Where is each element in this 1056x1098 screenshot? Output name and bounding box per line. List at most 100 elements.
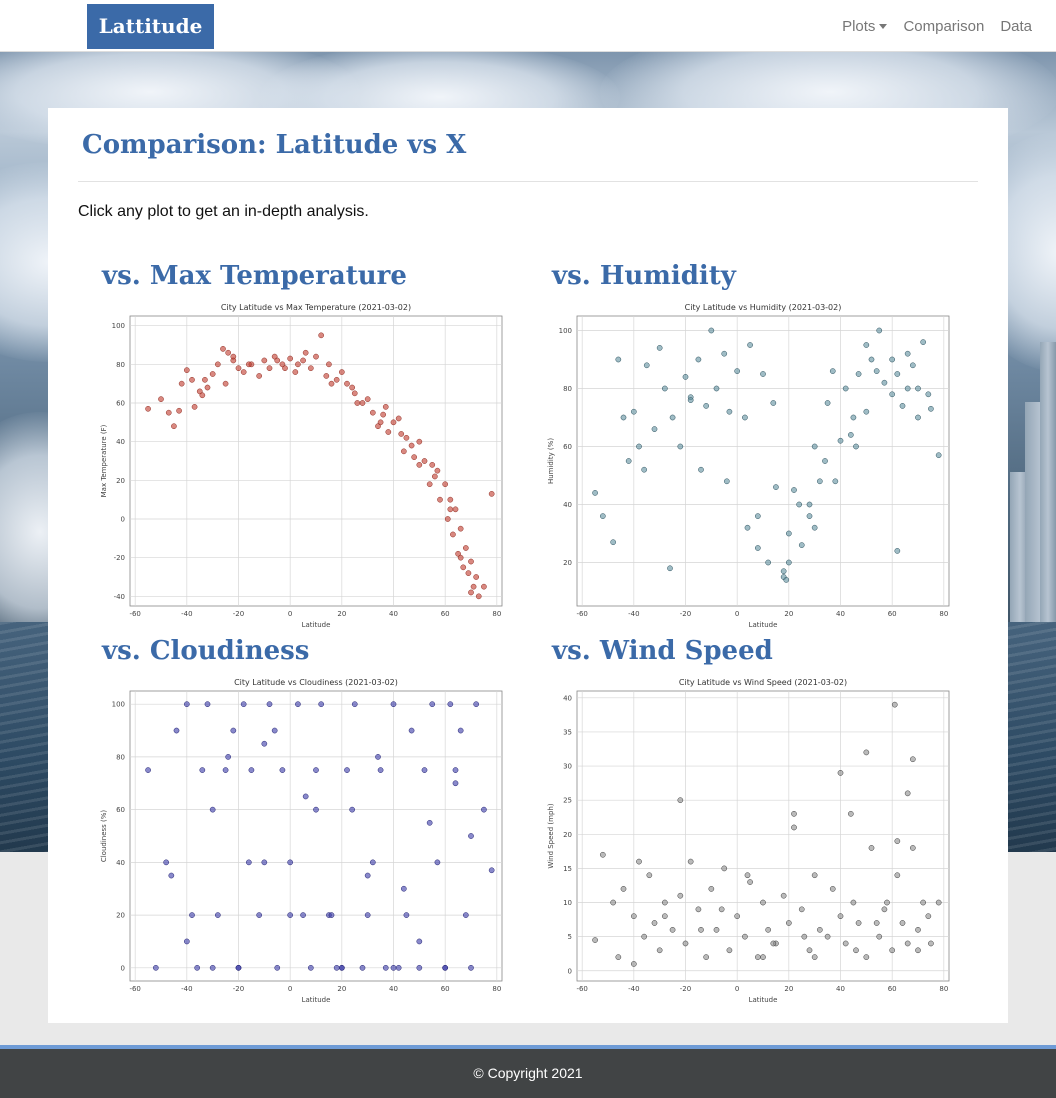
scatter-point xyxy=(599,851,606,858)
y-tick-label: 35 xyxy=(563,728,572,736)
y-tick-label: 25 xyxy=(563,797,572,805)
y-tick-label: 100 xyxy=(112,701,125,709)
scatter-point xyxy=(359,964,366,971)
x-tick-label: 0 xyxy=(288,985,292,993)
scatter-point xyxy=(855,371,862,377)
scatter-point xyxy=(271,727,278,734)
scatter-point xyxy=(452,780,459,787)
scatter-point xyxy=(344,767,350,773)
scatter-point xyxy=(426,819,433,826)
scatter-point xyxy=(656,345,663,351)
scatter-point xyxy=(721,865,728,872)
plot-area xyxy=(576,690,950,982)
y-axis-label: Max Temperature (F) xyxy=(100,424,108,497)
scatter-point xyxy=(798,906,805,913)
x-tick-label: 80 xyxy=(492,610,501,618)
nav-data-link[interactable]: Data xyxy=(1000,17,1032,35)
scatter-point xyxy=(411,454,418,460)
scatter-point xyxy=(842,940,849,947)
scatter-point xyxy=(824,400,831,406)
scatter-point xyxy=(204,701,211,708)
x-tick-label: 80 xyxy=(492,985,501,993)
scatter-point xyxy=(636,858,642,865)
scatter-point xyxy=(176,407,182,414)
scatter-point xyxy=(754,954,761,960)
scatter-point xyxy=(349,806,356,813)
scatter-point xyxy=(214,361,221,368)
scatter-point xyxy=(785,920,792,926)
y-tick-label: 20 xyxy=(116,912,125,920)
scatter-point xyxy=(925,913,932,920)
x-tick-label: -40 xyxy=(628,610,639,618)
scatter-point xyxy=(351,390,358,397)
scatter-point xyxy=(798,542,805,548)
scatter-point xyxy=(754,545,761,551)
scatter-point xyxy=(196,388,203,395)
scatter-point xyxy=(457,525,464,532)
nav-comparison-link[interactable]: Comparison xyxy=(903,17,985,35)
x-tick-label: 40 xyxy=(836,985,845,993)
nav-plots-dropdown[interactable]: Plots xyxy=(842,18,888,35)
x-tick-label: 0 xyxy=(735,610,739,618)
scatter-point xyxy=(599,513,606,519)
chart-humidity[interactable]: City Latitude vs Humidity (2021-03-02) -6… xyxy=(543,297,958,627)
scatter-point xyxy=(240,701,247,708)
chart-wind-speed[interactable]: City Latitude vs Wind Speed (2021-03-02)… xyxy=(543,672,958,1002)
scatter-point xyxy=(876,327,883,334)
scatter-point xyxy=(421,767,428,773)
scatter-point xyxy=(747,342,753,348)
scatter-point xyxy=(816,478,823,485)
scatter-point xyxy=(935,899,942,906)
y-tick-label: -40 xyxy=(114,593,125,601)
scatter-point xyxy=(873,920,880,926)
x-tick-label: 40 xyxy=(389,985,398,993)
scatter-point xyxy=(364,396,371,402)
scatter-point xyxy=(726,408,733,415)
scatter-point xyxy=(364,912,371,918)
scatter-point xyxy=(770,940,777,947)
scatter-point xyxy=(868,845,875,851)
scatter-point xyxy=(904,385,911,392)
chevron-down-icon xyxy=(879,24,888,30)
scatter-point xyxy=(460,564,467,571)
brand-logo[interactable]: Lattitude xyxy=(87,4,214,49)
y-tick-label: -20 xyxy=(114,554,125,562)
scatter-point xyxy=(641,466,648,473)
scatter-point xyxy=(457,554,464,561)
scatter-point xyxy=(214,912,221,918)
scatter-point xyxy=(202,376,208,383)
scatter-point xyxy=(625,458,632,464)
scatter-point xyxy=(240,369,247,375)
scatter-point xyxy=(935,452,942,459)
scatter-point xyxy=(806,513,813,519)
scatter-point xyxy=(847,432,854,438)
scatter-point xyxy=(881,379,888,386)
scatter-point xyxy=(811,443,818,450)
scatter-point xyxy=(785,559,792,566)
scatter-point xyxy=(816,926,823,933)
scatter-point xyxy=(447,701,454,708)
scatter-point xyxy=(791,487,797,493)
scatter-point xyxy=(904,940,911,947)
scatter-point xyxy=(747,879,753,885)
y-tick-label: 40 xyxy=(116,438,125,446)
scatter-point xyxy=(266,365,273,372)
y-tick-label: 0 xyxy=(121,516,125,524)
chart-cloudiness[interactable]: City Latitude vs Cloudiness (2021-03-02)… xyxy=(96,672,511,1002)
scatter-point xyxy=(630,961,637,967)
scatter-point xyxy=(364,872,371,879)
scatter-point xyxy=(274,964,281,971)
scatter-point xyxy=(377,767,384,773)
scatter-point xyxy=(708,327,715,334)
scatter-point xyxy=(199,767,206,773)
scatter-point xyxy=(256,373,263,379)
x-tick-label: 20 xyxy=(784,610,793,618)
scatter-point xyxy=(468,833,474,839)
scatter-point xyxy=(754,513,761,519)
scatter-point xyxy=(204,384,211,391)
scatter-point xyxy=(287,355,294,362)
chart-max-temperature[interactable]: City Latitude vs Max Temperature (2021-0… xyxy=(96,297,511,627)
x-tick-label: 60 xyxy=(888,985,897,993)
scatter-point xyxy=(421,458,428,464)
y-tick-label: 0 xyxy=(568,967,572,975)
